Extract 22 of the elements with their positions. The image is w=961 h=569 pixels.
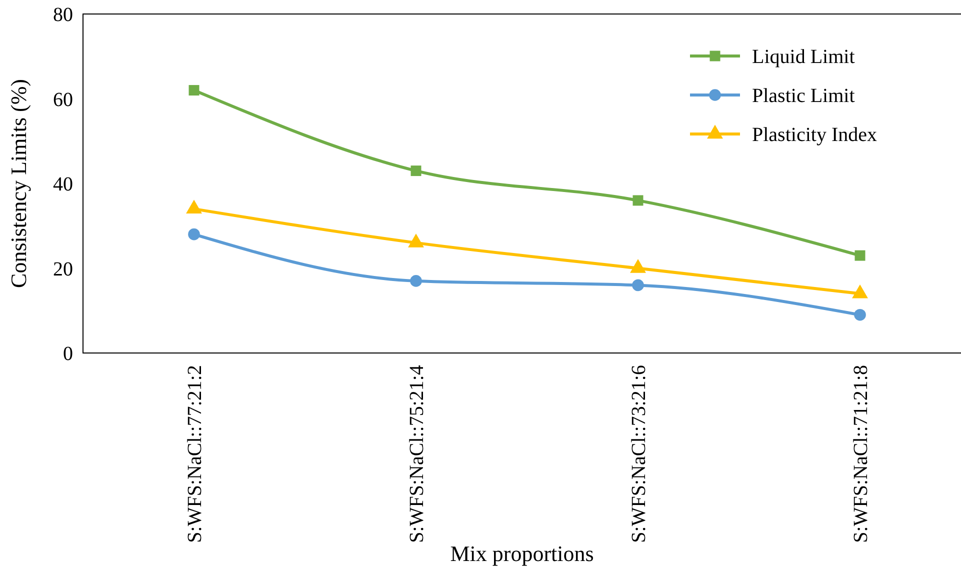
point — [632, 279, 644, 292]
x-axis-title: Mix proportions — [450, 541, 594, 566]
point — [854, 250, 866, 261]
x-tick-label: S:WFS:NaCl::71:21:8 — [850, 365, 872, 543]
y-tick-label: 40 — [53, 174, 73, 196]
y-tick-label: 60 — [53, 88, 73, 111]
point — [410, 275, 422, 287]
y-axis-title: Consistency Limits (%) — [6, 79, 31, 288]
y-tick-label: 0 — [63, 343, 73, 365]
x-tick-label: S:WFS:NaCl::77:21:2 — [184, 365, 206, 543]
point — [188, 228, 200, 240]
point — [188, 85, 200, 96]
legend-label: Plasticity Index — [752, 124, 877, 146]
x-tick-label: S:WFS:NaCl::75:21:4 — [406, 365, 428, 543]
y-tick-label: 20 — [53, 258, 73, 280]
point — [632, 195, 644, 206]
legend-label: Liquid Limit — [752, 46, 856, 68]
legend-label: Plastic Limit — [752, 85, 856, 107]
point — [410, 166, 422, 176]
x-tick-label: S:WFS:NaCl::73:21:6 — [628, 365, 650, 543]
point — [854, 308, 866, 321]
y-tick-label: 80 — [53, 4, 73, 26]
